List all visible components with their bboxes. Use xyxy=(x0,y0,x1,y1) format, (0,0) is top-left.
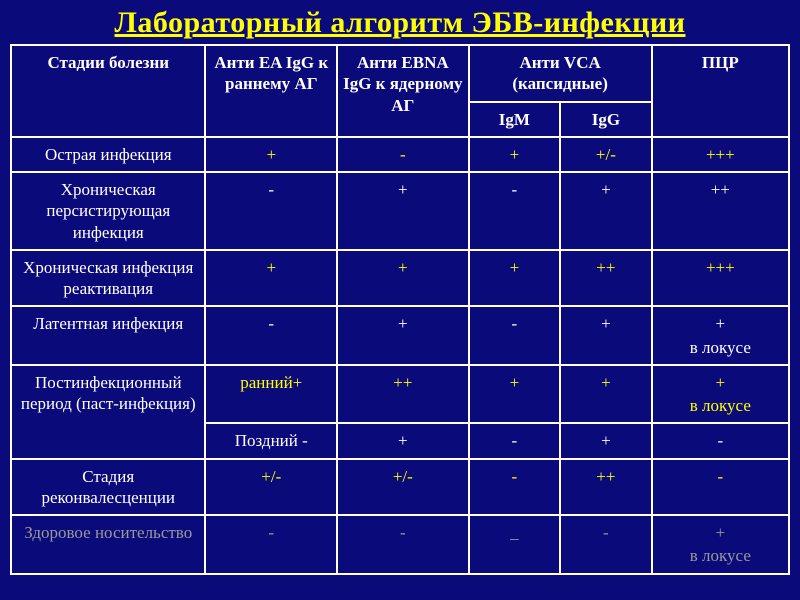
table-body: Острая инфекция+-++/-+++Хроническая перс… xyxy=(11,137,789,574)
pcr-cell: +в локусе xyxy=(652,306,789,365)
table-header: Стадии болезни Анти EA IgG к раннему АГ … xyxy=(11,45,789,137)
ea-cell: Поздний - xyxy=(205,423,337,458)
col-pcr: ПЦР xyxy=(652,45,789,137)
igm-cell: - xyxy=(469,172,561,250)
igg-cell: + xyxy=(560,172,652,250)
ea-cell: +/- xyxy=(205,459,337,516)
ea-cell: - xyxy=(205,515,337,574)
table-row: Постинфекционный период (паст-инфекция)р… xyxy=(11,365,789,424)
table-row: Латентная инфекция-+-++в локусе xyxy=(11,306,789,365)
igg-cell: ++ xyxy=(560,250,652,307)
pcr-cell: - xyxy=(652,423,789,458)
igg-cell: + xyxy=(560,306,652,365)
ea-cell: - xyxy=(205,172,337,250)
ea-cell: + xyxy=(205,137,337,172)
igg-cell: - xyxy=(560,515,652,574)
igm-cell: + xyxy=(469,250,561,307)
igm-cell: - xyxy=(469,423,561,458)
igm-cell: + xyxy=(469,137,561,172)
stage-cell: Здоровое носительство xyxy=(11,515,205,574)
igm-cell: _ xyxy=(469,515,561,574)
pcr-cell: - xyxy=(652,459,789,516)
pcr-cell: +в локусе xyxy=(652,515,789,574)
stage-cell: Острая инфекция xyxy=(11,137,205,172)
igm-cell: - xyxy=(469,459,561,516)
pcr-cell: +++ xyxy=(652,250,789,307)
col-ebna: Анти EBNA IgG к ядерному АГ xyxy=(337,45,469,137)
ea-cell: + xyxy=(205,250,337,307)
ebna-cell: - xyxy=(337,137,469,172)
pcr-cell: +++ xyxy=(652,137,789,172)
table-row: Стадия реконвалесценции+/-+/--++- xyxy=(11,459,789,516)
col-vca-igm: IgM xyxy=(469,102,561,137)
ebna-cell: + xyxy=(337,423,469,458)
col-stage: Стадии болезни xyxy=(11,45,205,137)
slide-title: Лабораторный алгоритм ЭБВ-инфекции xyxy=(10,6,790,40)
ea-cell: ранний+ xyxy=(205,365,337,424)
col-vca-igg: IgG xyxy=(560,102,652,137)
ebna-cell: + xyxy=(337,172,469,250)
stage-cell: Хроническая персистирующая инфекция xyxy=(11,172,205,250)
ebna-cell: + xyxy=(337,250,469,307)
lab-algorithm-table: Стадии болезни Анти EA IgG к раннему АГ … xyxy=(10,44,790,575)
igm-cell: - xyxy=(469,306,561,365)
ebna-cell: - xyxy=(337,515,469,574)
col-vca: Анти VCA (капсидные) xyxy=(469,45,652,102)
table-row: Здоровое носительство--_-+в локусе xyxy=(11,515,789,574)
pcr-cell: ++ xyxy=(652,172,789,250)
igg-cell: ++ xyxy=(560,459,652,516)
table-row: Хроническая персистирующая инфекция-+-++… xyxy=(11,172,789,250)
igm-cell: + xyxy=(469,365,561,424)
stage-cell: Стадия реконвалесценции xyxy=(11,459,205,516)
col-ea: Анти EA IgG к раннему АГ xyxy=(205,45,337,137)
ebna-cell: + xyxy=(337,306,469,365)
igg-cell: + xyxy=(560,423,652,458)
stage-cell: Хроническая инфекция реактивация xyxy=(11,250,205,307)
igg-cell: +/- xyxy=(560,137,652,172)
table-row: Острая инфекция+-++/-+++ xyxy=(11,137,789,172)
stage-cell: Латентная инфекция xyxy=(11,306,205,365)
ebna-cell: ++ xyxy=(337,365,469,424)
igg-cell: + xyxy=(560,365,652,424)
ea-cell: - xyxy=(205,306,337,365)
ebna-cell: +/- xyxy=(337,459,469,516)
stage-cell: Постинфекционный период (паст-инфекция) xyxy=(11,365,205,459)
slide: Лабораторный алгоритм ЭБВ-инфекции Стади… xyxy=(0,0,800,600)
table-row: Хроническая инфекция реактивация++++++++ xyxy=(11,250,789,307)
pcr-cell: +в локусе xyxy=(652,365,789,424)
